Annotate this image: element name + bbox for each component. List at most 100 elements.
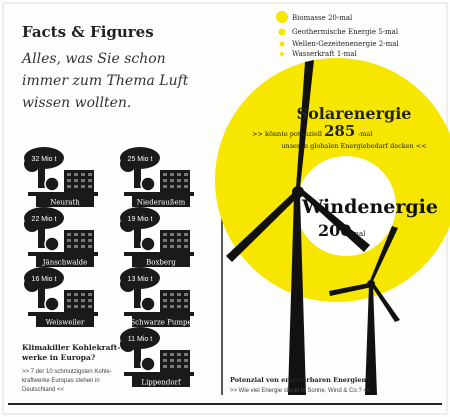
window xyxy=(81,293,85,296)
renewables-answer: >> Wie viel Energie steckt in Sonne, Win… xyxy=(230,388,371,394)
coal-answer: kraftwerke Europas stehen in xyxy=(22,378,100,384)
window xyxy=(177,185,181,188)
plant-name: Neurath xyxy=(50,199,80,207)
window xyxy=(184,239,188,242)
plant-badge xyxy=(141,177,155,191)
window xyxy=(67,293,71,296)
window xyxy=(184,299,188,302)
subtitle-line: immer zum Thema Luft xyxy=(22,73,189,89)
window xyxy=(177,353,181,356)
window xyxy=(74,239,78,242)
window xyxy=(74,305,78,308)
window xyxy=(88,179,92,182)
window xyxy=(67,245,71,248)
legend-dot xyxy=(280,42,285,47)
window xyxy=(170,185,174,188)
window xyxy=(177,233,181,236)
window xyxy=(170,233,174,236)
window xyxy=(184,353,188,356)
window xyxy=(67,173,71,176)
plant-amount: 19 Mio t xyxy=(128,216,153,223)
window xyxy=(88,173,92,176)
solar-suffix: -mal xyxy=(358,130,372,138)
coal-answer: Deutschland << xyxy=(22,387,65,393)
plant-amount: 11 Mio t xyxy=(128,336,152,343)
window xyxy=(170,359,174,362)
renewables-question: Potenzial von erneuerbaren Energien? xyxy=(230,376,370,384)
window xyxy=(67,305,71,308)
window xyxy=(163,245,167,248)
window xyxy=(184,179,188,182)
window xyxy=(184,293,188,296)
window xyxy=(170,353,174,356)
wind-factor: 200 xyxy=(318,221,351,240)
window xyxy=(184,185,188,188)
window xyxy=(81,179,85,182)
window xyxy=(184,305,188,308)
window xyxy=(184,365,188,368)
window xyxy=(170,173,174,176)
window xyxy=(170,365,174,368)
coal-answer: >> 7 der 10 schmutzigsten Kohle- xyxy=(22,369,112,375)
subtitle-line: Alles, was Sie schon xyxy=(20,51,166,67)
window xyxy=(163,293,167,296)
window xyxy=(88,245,92,248)
ground xyxy=(124,252,194,256)
subtitle-line: wissen wollten. xyxy=(22,95,131,111)
plant-badge xyxy=(141,297,155,311)
window xyxy=(88,305,92,308)
plant-badge xyxy=(141,237,155,251)
window xyxy=(163,185,167,188)
chimney xyxy=(38,166,45,188)
legend-dot xyxy=(276,11,288,23)
window xyxy=(177,239,181,242)
coal-question: Klimakiller Kohlekraft- xyxy=(22,343,120,352)
solar-text: >> könnte potenziell xyxy=(252,130,322,138)
window xyxy=(170,179,174,182)
window xyxy=(170,305,174,308)
window xyxy=(88,233,92,236)
window xyxy=(177,305,181,308)
window xyxy=(163,233,167,236)
plant-amount: 13 Mio t xyxy=(128,276,153,283)
wind-suffix: -mal xyxy=(350,230,366,238)
window xyxy=(81,233,85,236)
plant-amount: 22 Mio t xyxy=(32,216,57,223)
wind-title: Windenergie xyxy=(301,196,438,218)
infographic: 32 Mio tNeurath25 Mio tNiederaußem22 Mio… xyxy=(0,0,450,417)
window xyxy=(74,179,78,182)
legend-text: Biomasse 20-mal xyxy=(292,14,353,22)
window xyxy=(81,239,85,242)
ground xyxy=(124,372,194,376)
window xyxy=(163,173,167,176)
plant-name: Weisweiler xyxy=(46,319,85,327)
window xyxy=(74,173,78,176)
ground xyxy=(28,252,98,256)
window xyxy=(170,299,174,302)
window xyxy=(177,365,181,368)
window xyxy=(74,293,78,296)
window xyxy=(88,293,92,296)
window xyxy=(74,233,78,236)
window xyxy=(81,305,85,308)
plant-name: Jänschwalde xyxy=(42,259,88,267)
window xyxy=(163,365,167,368)
window xyxy=(81,299,85,302)
window xyxy=(163,353,167,356)
window xyxy=(177,245,181,248)
chimney xyxy=(134,286,141,308)
chimney xyxy=(38,226,45,248)
ground xyxy=(124,312,194,316)
solar-title: Solarenergie xyxy=(297,104,412,123)
window xyxy=(170,245,174,248)
window xyxy=(67,185,71,188)
window xyxy=(163,305,167,308)
window xyxy=(177,173,181,176)
window xyxy=(67,299,71,302)
ground xyxy=(28,312,98,316)
plant-amount: 25 Mio t xyxy=(128,156,153,163)
window xyxy=(74,245,78,248)
